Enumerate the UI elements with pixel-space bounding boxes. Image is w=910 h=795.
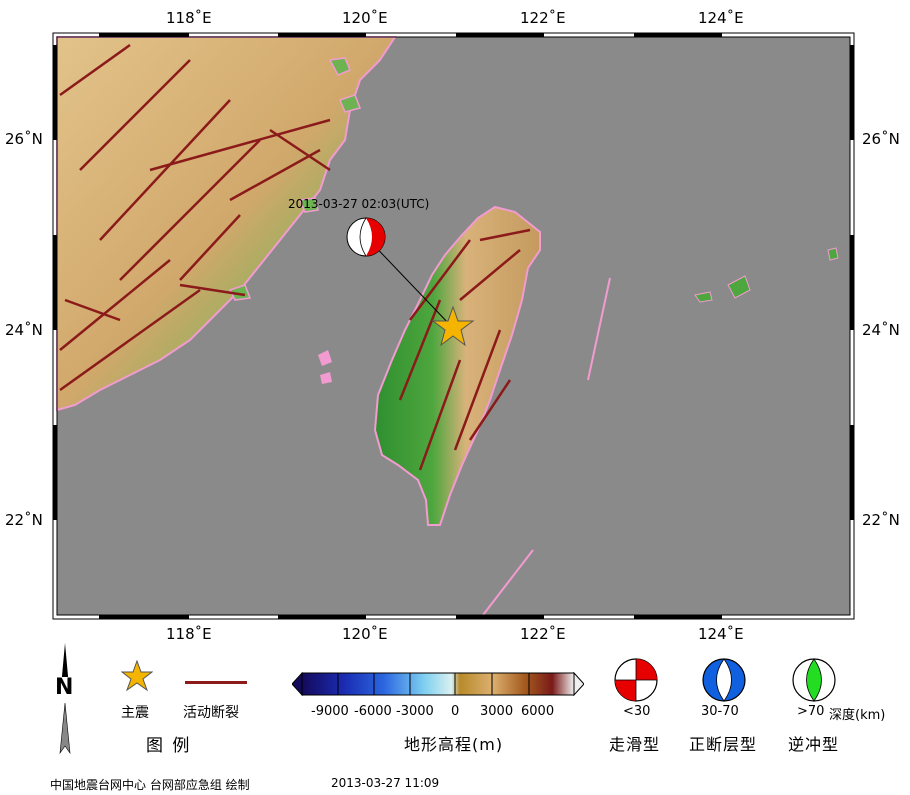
- epicenter-connector-line: [365, 236, 453, 328]
- lat-label-left: 24˚N: [5, 321, 43, 339]
- lat-label-right: 24˚N: [862, 321, 900, 339]
- depth-label: <30: [623, 704, 651, 719]
- north-label: N: [55, 675, 74, 700]
- mainland-china: [56, 36, 397, 412]
- lat-label-left: 22˚N: [5, 511, 43, 529]
- fault-label: 活动断裂: [183, 705, 239, 721]
- elevation-colorbar: [292, 671, 584, 697]
- epicenter-star-icon: [431, 305, 475, 347]
- colorbar-title: 地形高程(m): [404, 735, 504, 754]
- colorbar-tick: -6000: [354, 704, 392, 719]
- lon-label-top: 120˚E: [342, 9, 388, 27]
- main-quake-star-icon: [121, 660, 153, 692]
- frame-ticks: [53, 33, 854, 619]
- colorbar-tick: -9000: [311, 704, 349, 719]
- ryukyu-islands: [694, 247, 839, 303]
- colorbar-tick: 3000: [480, 704, 514, 719]
- lat-label-left: 26˚N: [5, 130, 43, 148]
- mechanism-type-label: 走滑型: [609, 735, 661, 754]
- mechanism-type-label: 逆冲型: [788, 735, 840, 754]
- plate-boundary-line: [482, 549, 534, 616]
- normal-fault-beachball-icon: [702, 658, 746, 702]
- plate-boundary-line: [587, 277, 611, 381]
- colorbar-tick: -3000: [396, 704, 434, 719]
- active-faults: [59, 43, 531, 471]
- penghu-islands: [318, 350, 332, 384]
- depth-label: 30-70: [701, 704, 739, 719]
- lat-label-right: 22˚N: [862, 511, 900, 529]
- mechanism-type-label: 正断层型: [689, 735, 758, 754]
- lon-label-top: 118˚E: [166, 9, 212, 27]
- main-quake-label: 主震: [121, 705, 149, 721]
- depth-label: >70: [797, 704, 825, 719]
- lon-label-top: 124˚E: [698, 9, 744, 27]
- colorbar-tick: 0: [451, 704, 460, 719]
- lon-label-bottom: 118˚E: [166, 625, 212, 643]
- colorbar-tick: 6000: [521, 704, 555, 719]
- strike-slip-beachball-icon: [614, 658, 658, 702]
- legend-title: 图 例: [146, 736, 192, 756]
- lon-label-bottom: 120˚E: [342, 625, 388, 643]
- lat-label-right: 26˚N: [862, 130, 900, 148]
- event-beachball-icon: [346, 217, 386, 257]
- lon-label-top: 122˚E: [520, 9, 566, 27]
- coastal-islands: [228, 57, 361, 301]
- depth-unit-label: 深度(km): [829, 708, 886, 723]
- lon-label-bottom: 124˚E: [698, 625, 744, 643]
- event-label: 2013-03-27 02:03(UTC): [288, 197, 430, 211]
- thrust-beachball-icon: [792, 658, 836, 702]
- footer-credit: 中国地震台网中心 台网部应急组 绘制: [50, 778, 250, 792]
- lon-label-bottom: 122˚E: [520, 625, 566, 643]
- footer-timestamp: 2013-03-27 11:09: [331, 776, 440, 790]
- map-svg: [52, 32, 855, 620]
- fault-line-icon: [185, 681, 247, 684]
